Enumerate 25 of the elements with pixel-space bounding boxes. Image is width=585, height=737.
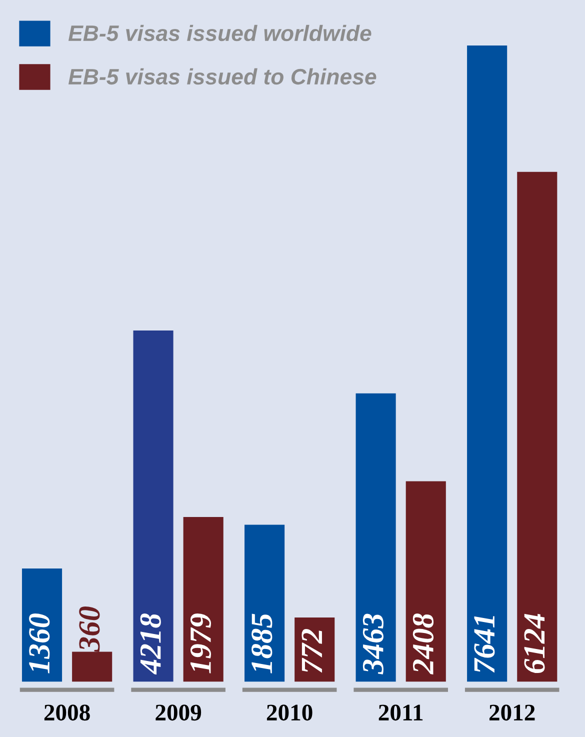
bar <box>517 172 558 682</box>
x-tick-label: 2009 <box>156 704 202 721</box>
bar <box>406 481 446 682</box>
data-label: 1885 <box>252 614 272 674</box>
data-label: 1979 <box>190 614 211 674</box>
x-tick-label: 2010 <box>266 704 312 721</box>
bar <box>356 393 396 682</box>
x-tick-label: 2011 <box>378 704 423 721</box>
data-label: 2408 <box>412 613 434 674</box>
data-label: 7641 <box>474 616 495 673</box>
bar <box>133 330 174 682</box>
legend-label: EB-5 visas issued to Chinese <box>68 68 376 85</box>
data-label: 4218 <box>140 613 161 675</box>
bar <box>183 516 224 682</box>
data-label: 3463 <box>362 614 384 674</box>
data-label: 1360 <box>29 614 50 674</box>
data-label: 360 <box>79 606 100 652</box>
data-label: 6124 <box>524 614 545 674</box>
data-label: 772 <box>302 628 322 673</box>
bar <box>244 524 285 682</box>
x-tick-label: 2008 <box>44 704 90 721</box>
bar <box>72 652 112 682</box>
legend-label: EB-5 visas issued worldwide <box>68 24 372 42</box>
bar <box>467 46 508 682</box>
x-tick-label: 2012 <box>489 704 535 721</box>
